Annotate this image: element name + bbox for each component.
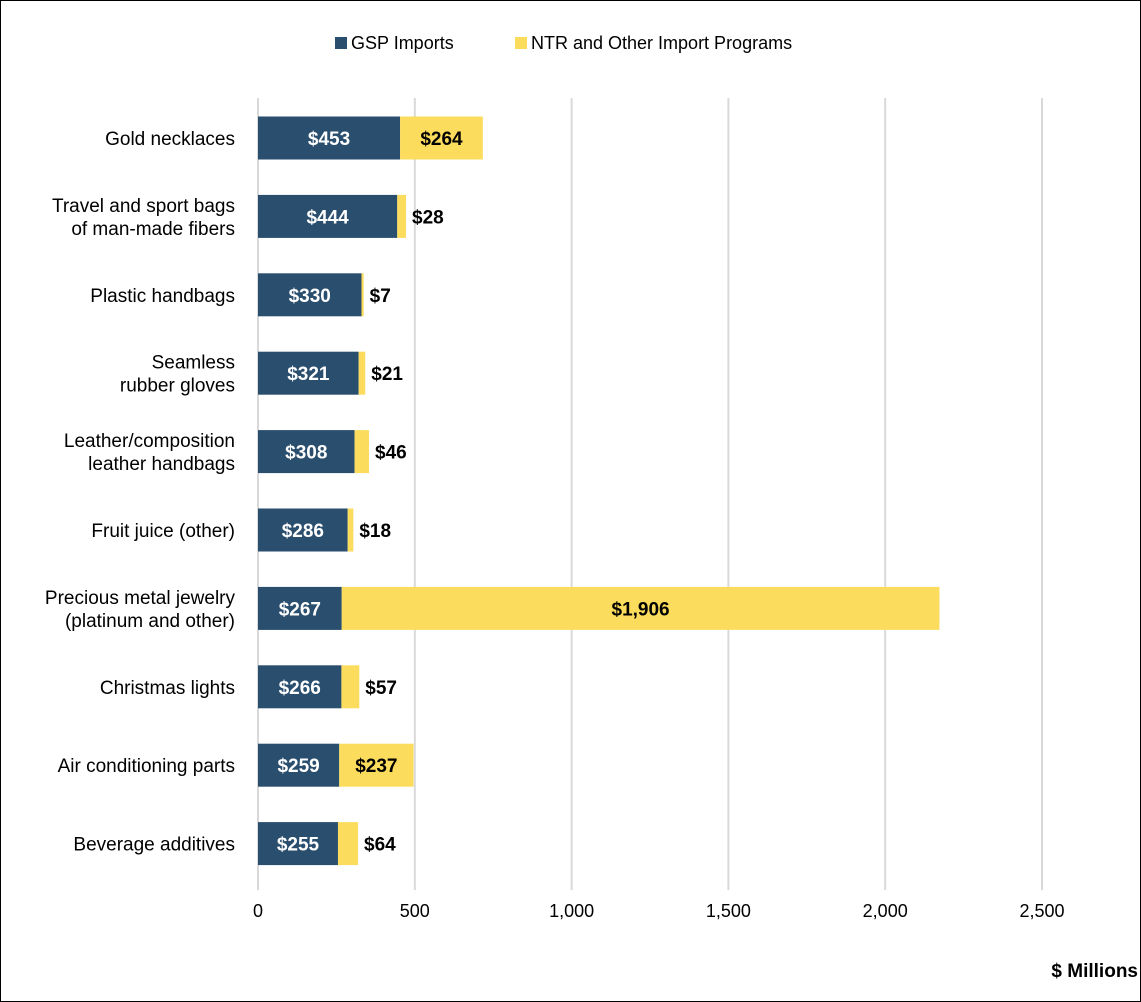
bars: $453 $264 $444 $28 $330 $7 $321 $21 $308 $46 $286 $…: [258, 116, 940, 866]
data-label-gsp: $255: [277, 835, 320, 856]
x-tick-label: 0: [253, 901, 263, 921]
bar-gsp-imports: [258, 273, 362, 317]
category-label: Christmas lights: [100, 678, 235, 699]
bar-ntr-other: [337, 822, 359, 866]
bar-ntr-other: [339, 743, 414, 787]
x-tick-label: 500: [400, 901, 430, 921]
bar-ntr-other: [341, 586, 940, 630]
bar-ntr-other: [347, 508, 354, 552]
bar-ntr-other: [361, 273, 364, 317]
data-label-ntr: $46: [375, 443, 407, 464]
data-label-gsp: $321: [287, 364, 330, 385]
data-label-gsp: $444: [306, 207, 349, 228]
bar-gsp-imports: [258, 194, 398, 238]
category-label: leather handbags: [88, 454, 235, 475]
data-label-gsp: $267: [279, 599, 321, 620]
category-label: Air conditioning parts: [58, 756, 235, 777]
x-tick-labels: 0 500 1,000 1,500 2,000 2,500: [253, 901, 1065, 921]
category-label: Beverage additives: [73, 835, 235, 856]
category-label: (platinum and other): [65, 611, 235, 632]
data-label-gsp: $330: [289, 286, 331, 307]
legend: GSP Imports NTR and Other Import Programs: [335, 33, 792, 53]
data-label-gsp: $286: [282, 521, 324, 542]
data-label-ntr: $28: [412, 207, 444, 228]
data-label-ntr: $237: [355, 756, 397, 777]
x-tick-label: 1,500: [706, 901, 751, 921]
data-label-ntr: $1,906: [612, 599, 670, 620]
bar-gsp-imports: [258, 508, 348, 552]
bar-gsp-imports: [258, 822, 338, 866]
category-label: Fruit juice (other): [91, 521, 235, 542]
legend-swatch-ntr: [515, 37, 527, 49]
bar-gsp-imports: [258, 116, 401, 160]
legend-label-gsp: GSP Imports: [351, 33, 454, 53]
data-label-ntr: $21: [371, 364, 403, 385]
legend-swatch-gsp: [335, 37, 347, 49]
bar-ntr-other: [341, 665, 360, 709]
category-label: rubber gloves: [120, 376, 235, 397]
data-label-ntr: $18: [359, 521, 391, 542]
category-label: Seamless: [152, 353, 235, 374]
bar-gsp-imports: [258, 430, 355, 474]
x-axis-title: $ Millions: [1051, 961, 1138, 982]
legend-label-ntr: NTR and Other Import Programs: [531, 33, 792, 53]
bar-ntr-other: [358, 351, 366, 395]
category-label: Leather/composition: [64, 431, 235, 452]
x-tick-label: 2,000: [863, 901, 908, 921]
bar-gsp-imports: [258, 351, 359, 395]
category-label: Precious metal jewelry: [45, 588, 236, 609]
bar-gsp-imports: [258, 743, 340, 787]
bar-ntr-other: [397, 194, 407, 238]
bar-ntr-other: [400, 116, 483, 160]
category-label: Plastic handbags: [90, 286, 235, 307]
data-label-ntr: $264: [420, 129, 463, 150]
data-label-ntr: $57: [365, 678, 397, 699]
bar-ntr-other: [354, 430, 370, 474]
category-label: of man-made fibers: [71, 219, 235, 240]
x-tick-label: 2,500: [1019, 901, 1064, 921]
category-label: Travel and sport bags: [52, 196, 235, 217]
data-label-gsp: $266: [279, 678, 321, 699]
data-label-gsp: $308: [285, 443, 327, 464]
data-label-gsp: $259: [277, 756, 319, 777]
x-tick-label: 1,000: [549, 901, 594, 921]
bar-gsp-imports: [258, 586, 342, 630]
data-label-ntr: $64: [364, 835, 396, 856]
data-label-ntr: $7: [370, 286, 391, 307]
category-label: Gold necklaces: [105, 129, 235, 150]
data-label-gsp: $453: [308, 129, 350, 150]
bar-gsp-imports: [258, 665, 342, 709]
